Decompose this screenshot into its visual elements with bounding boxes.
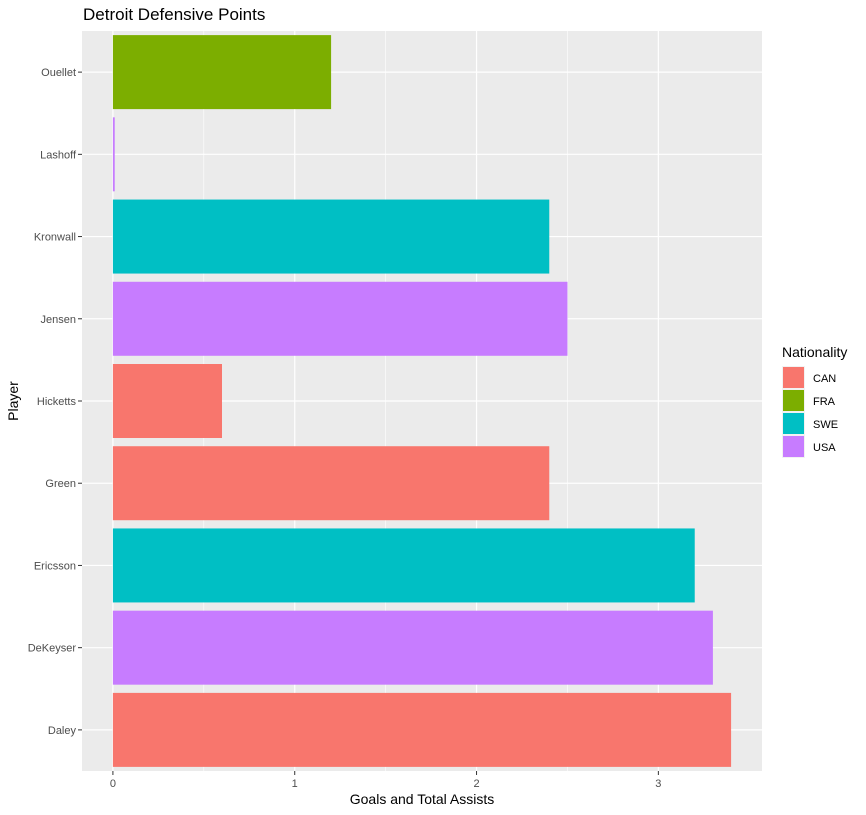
x-tick-label: 1: [292, 778, 298, 790]
bar-ericsson: [112, 528, 695, 603]
legend-label: FRA: [813, 396, 836, 408]
legend: Nationality CAN FRA SWE USA: [782, 344, 847, 458]
legend-swatch-can: [783, 367, 804, 388]
legend-title: Nationality: [782, 344, 847, 360]
bar-green: [112, 446, 550, 521]
bar-jensen: [112, 281, 568, 356]
x-tick-label: 2: [473, 778, 479, 790]
x-tick-label: 3: [655, 778, 661, 790]
legend-swatch-usa: [783, 436, 804, 457]
y-tick-label: DeKeyser: [28, 643, 77, 655]
bar-ouellet: [112, 35, 332, 110]
y-tick-label: Daley: [48, 725, 77, 737]
bar-daley: [112, 692, 732, 767]
y-tick-label: Kronwall: [34, 232, 76, 244]
y-tick-label: Ericsson: [34, 560, 76, 572]
legend-label: CAN: [813, 373, 836, 385]
legend-swatch-fra: [783, 390, 804, 411]
y-tick-label: Hicketts: [37, 396, 77, 408]
y-tick-label: Green: [45, 478, 76, 490]
legend-label: SWE: [813, 419, 838, 431]
chart-title: Detroit Defensive Points: [83, 5, 265, 24]
y-tick-label: Ouellet: [41, 67, 76, 79]
bars: [112, 35, 732, 767]
y-tick-label: Lashoff: [40, 149, 77, 161]
x-tick-label: 0: [110, 778, 116, 790]
y-axis: Daley DeKeyser Ericsson Green Hicketts Jensen…: [28, 67, 82, 737]
bar-lashoff: [112, 117, 115, 192]
y-tick-label: Jensen: [41, 314, 76, 326]
legend-swatch-swe: [783, 413, 804, 434]
bar-dekeyser: [112, 610, 713, 685]
x-axis-title: Goals and Total Assists: [350, 791, 494, 807]
x-axis: 0 1 2 3: [110, 771, 661, 790]
y-axis-title: Player: [5, 381, 21, 421]
legend-label: USA: [813, 442, 836, 454]
bar-kronwall: [112, 199, 550, 274]
bar-hicketts: [112, 364, 222, 438]
